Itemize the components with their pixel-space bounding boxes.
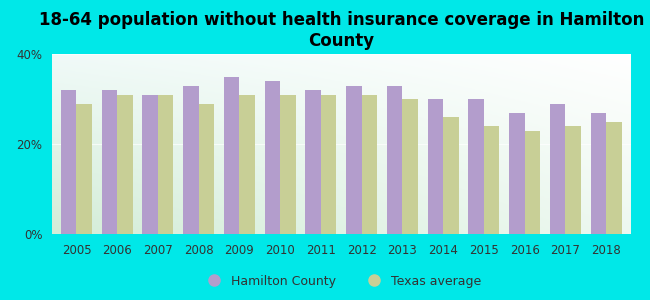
Bar — [239, 94, 255, 234]
Bar — [428, 99, 443, 234]
Bar — [387, 85, 402, 234]
Bar — [61, 90, 77, 234]
Title: 18-64 population without health insurance coverage in Hamilton
County: 18-64 population without health insuranc… — [38, 11, 644, 50]
Bar — [183, 85, 199, 234]
Bar — [566, 126, 581, 234]
Bar — [158, 94, 174, 234]
Bar — [265, 81, 280, 234]
Bar — [306, 90, 321, 234]
Bar — [591, 112, 606, 234]
Bar — [443, 117, 459, 234]
Bar — [117, 94, 133, 234]
Bar — [606, 122, 621, 234]
Bar — [346, 85, 361, 234]
Bar — [199, 103, 214, 234]
Bar — [525, 130, 540, 234]
Bar — [321, 94, 336, 234]
Bar — [484, 126, 499, 234]
Bar — [550, 103, 566, 234]
Bar — [101, 90, 117, 234]
Bar — [280, 94, 296, 234]
Legend: Hamilton County, Texas average: Hamilton County, Texas average — [196, 270, 486, 292]
Bar — [509, 112, 525, 234]
Bar — [77, 103, 92, 234]
Bar — [469, 99, 484, 234]
Bar — [361, 94, 377, 234]
Bar — [142, 94, 158, 234]
Bar — [224, 76, 239, 234]
Bar — [402, 99, 418, 234]
